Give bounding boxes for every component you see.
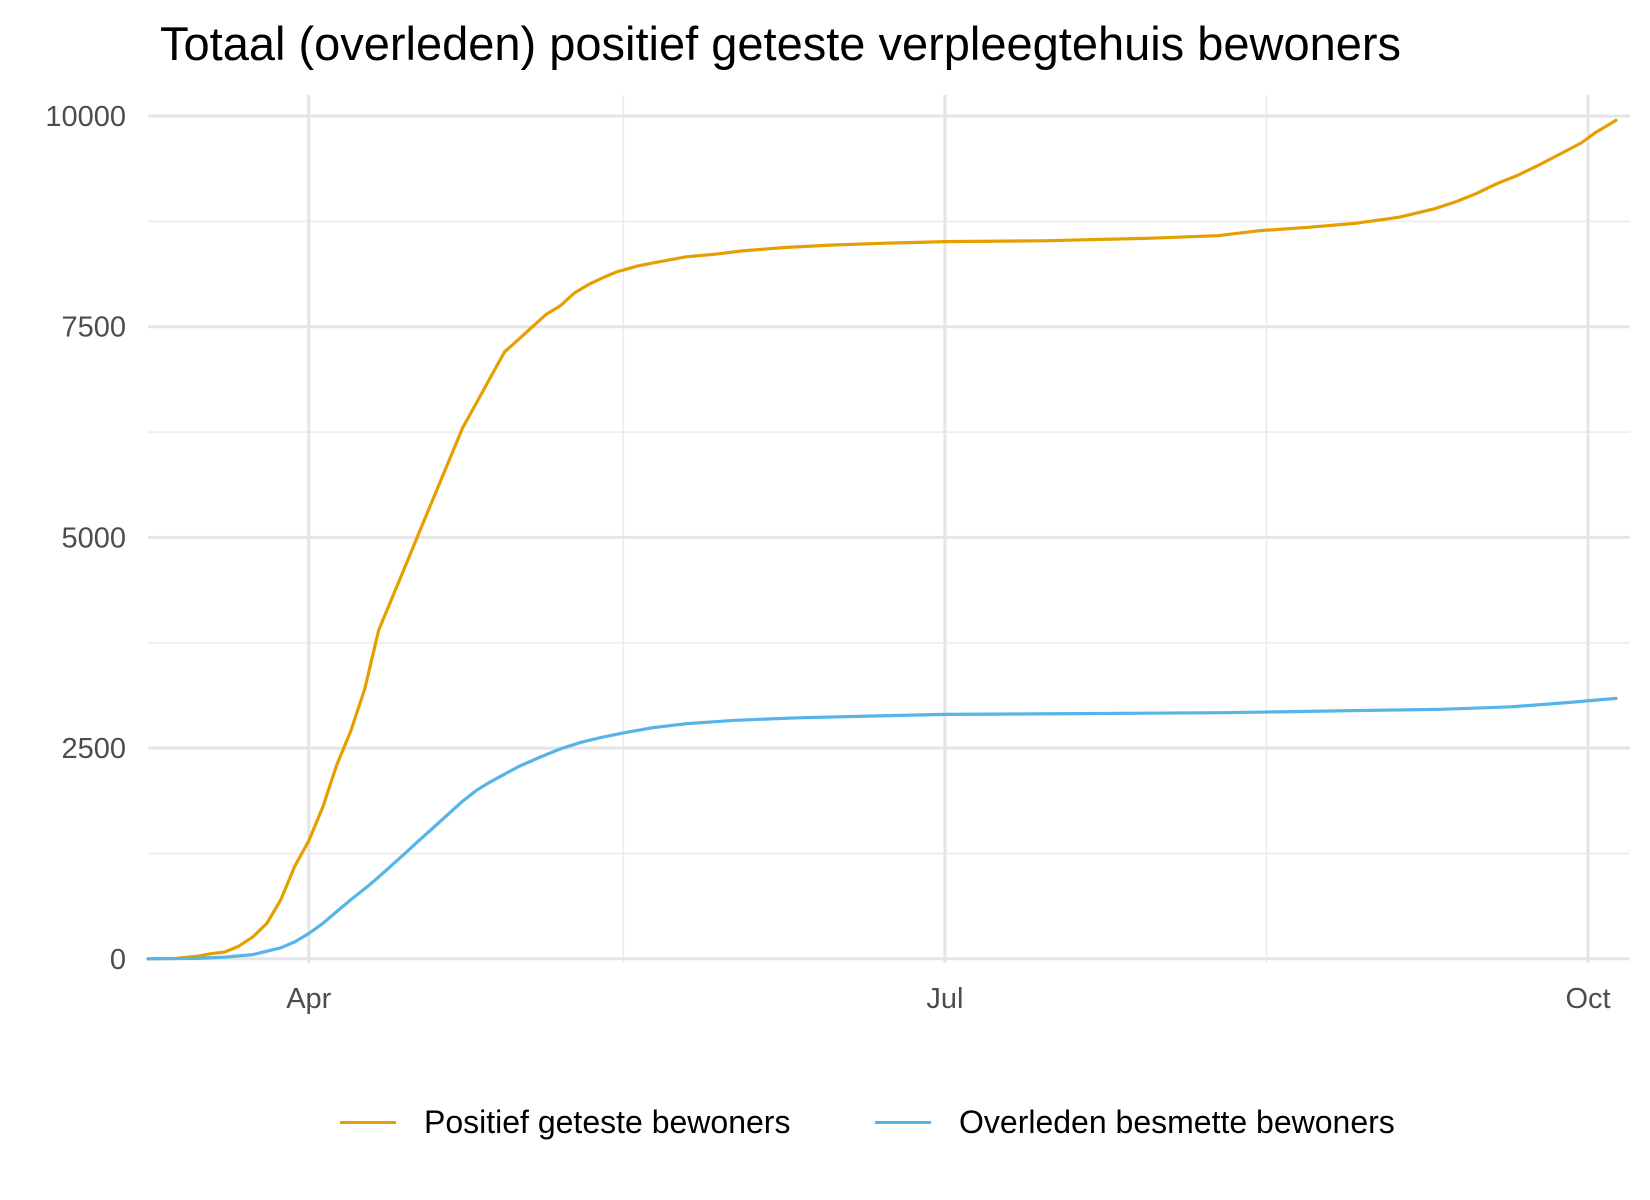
grid-layer xyxy=(148,95,1630,963)
legend-swatch-overleden xyxy=(875,1120,931,1124)
y-tick-label: 7500 xyxy=(61,312,126,344)
legend-item-overleden: Overleden besmette bewoners xyxy=(875,1092,1395,1152)
x-tick-label: Oct xyxy=(1565,983,1610,1015)
y-tick-label: 0 xyxy=(110,944,126,976)
y-tick-label: 10000 xyxy=(45,101,126,133)
chart-title: Totaal (overleden) positief geteste verp… xyxy=(160,17,1402,70)
legend-label-overleden: Overleden besmette bewoners xyxy=(959,1103,1395,1140)
y-tick-label: 5000 xyxy=(61,522,126,554)
x-tick-label: Jul xyxy=(926,983,963,1015)
legend: Positief geteste bewoners Overleden besm… xyxy=(0,1092,1650,1152)
series-layer xyxy=(146,118,1618,961)
x-tick-label: Apr xyxy=(286,983,331,1015)
series-line-1 xyxy=(146,696,1618,961)
y-axis: 0 2500 5000 7500 10000 xyxy=(45,101,126,976)
x-axis: Apr Jul Oct xyxy=(286,983,1610,1015)
y-tick-label: 2500 xyxy=(61,733,126,765)
legend-label-positief: Positief geteste bewoners xyxy=(424,1103,791,1140)
series-line-0 xyxy=(146,118,1618,961)
legend-swatch-positief xyxy=(340,1120,396,1124)
legend-item-positief: Positief geteste bewoners xyxy=(340,1092,790,1152)
